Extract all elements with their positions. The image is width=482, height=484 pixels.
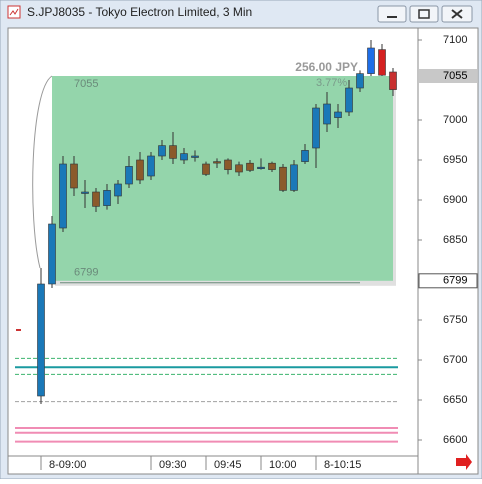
candle-body [378,49,386,76]
candle-body [114,183,122,197]
candle-body [48,223,56,285]
y-tick-label: 6900 [443,194,467,206]
price-box-low [418,273,478,289]
candle-body [389,71,397,90]
measure-low-label: 6799 [74,267,98,279]
close-icon [451,9,463,19]
y-tick-label: 7000 [443,114,467,126]
y-tick-label: 6600 [443,434,467,446]
price-box-high-label: 7055 [443,70,467,82]
y-tick-label: 7100 [443,34,467,46]
price-box-high [419,69,477,83]
measure-connector [32,75,53,269]
y-tick-label: 6950 [443,154,467,166]
candle-body [334,111,342,118]
app-icon-line [9,8,19,16]
candle-body [59,163,67,229]
x-tick-label: 09:45 [214,459,242,471]
candle-body [367,47,375,74]
y-tick-label: 6650 [443,394,467,406]
y-tick-label: 6700 [443,354,467,366]
candle-body [147,155,155,177]
measure-percent: 3.77% [316,77,347,89]
restore-button[interactable] [409,5,439,23]
candle-body [279,166,287,191]
candle-body [213,161,221,164]
x-tick-label: 10:00 [269,459,297,471]
candle-body [180,153,188,161]
scroll-arrow[interactable] [456,454,472,470]
candle-body [290,164,298,191]
measure-box [52,76,393,281]
candle-body [103,190,111,206]
window-buttons [377,5,473,23]
candle-body [323,103,331,125]
candle-body [202,163,210,175]
candle-body [246,162,254,171]
candle-body [70,163,78,189]
candle-body [81,191,89,194]
minimize-button[interactable] [377,5,407,23]
candle-body [345,87,353,113]
candle-body [169,145,177,159]
candle-body [158,145,166,157]
marker [16,329,21,331]
plot: 7100 7000 6950 6900 6850 6750 6700 6650 6600 7055… [15,34,478,471]
candle-body [356,73,364,89]
candle-body [37,283,45,397]
measure-change: 256.00 JPY [295,60,358,74]
price-box-low-label: 6799 [443,275,467,287]
candle-body [235,164,243,173]
candle-body [268,162,276,170]
candle-body [257,166,265,169]
candle-body [136,159,144,181]
y-tick-label: 6850 [443,234,467,246]
x-tick-label: 8-10:15 [324,459,361,471]
x-tick-label: 09:30 [159,459,187,471]
window-title: S.JPJ8035 - Tokyo Electron Limited, 3 Mi… [27,5,252,19]
candle-body [92,191,100,207]
y-tick-label: 6750 [443,314,467,326]
candle-body [125,166,133,185]
x-tick-label: 8-09:00 [49,459,86,471]
measure-high-label: 7055 [74,78,98,90]
candle-body [224,159,232,170]
candle-body [312,107,320,149]
candle-body [301,150,309,162]
candle-body [191,155,199,158]
restore-icon [418,9,430,19]
